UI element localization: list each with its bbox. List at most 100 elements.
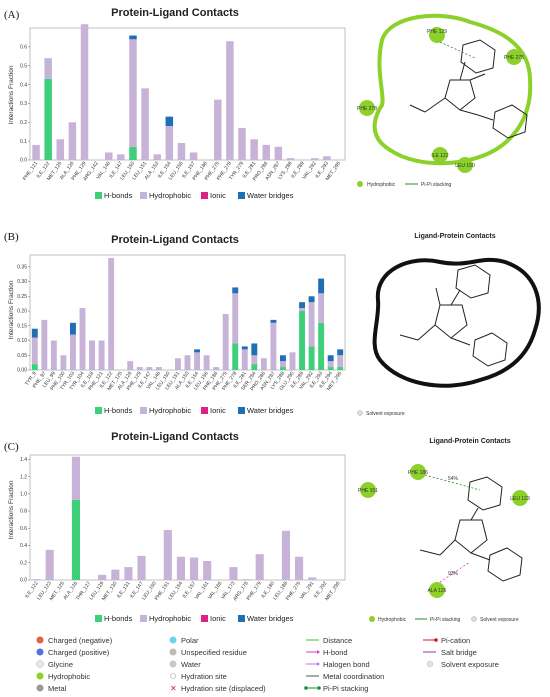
bar-segment (308, 577, 317, 580)
chart-a-title: Protein-Ligand Contacts (111, 7, 239, 19)
metal-icon (36, 684, 44, 692)
hydrophobic-icon (36, 672, 44, 680)
y-tick-label: 1.4 (20, 457, 27, 463)
bar-segment (56, 139, 65, 160)
bar-segment (279, 361, 286, 368)
legend-label: H-bonds (104, 614, 133, 623)
legend-swatch (95, 407, 102, 414)
residue-label: LEU 123 (510, 496, 530, 502)
interaction-diagram-a: PHE 129 PHE 275 PHE 278 ILE 122 LEU 150 … (357, 13, 533, 188)
bar-segment (203, 561, 212, 580)
bar-segment (194, 352, 201, 370)
pi-stacking-line (424, 474, 481, 491)
key-text: Metal (48, 684, 67, 693)
legend-text: Hydrophobic (378, 617, 407, 623)
y-tick-label: 0.6 (20, 526, 27, 532)
y-tick-label: 0.05 (17, 353, 27, 359)
chart-b-plot: 0.000.050.100.150.200.250.300.35TYR_8PHE… (17, 254, 346, 392)
bar-segment (270, 322, 277, 370)
bar-segment (214, 99, 222, 160)
bar-segment (155, 367, 162, 370)
bar-segment (251, 343, 258, 356)
legend-solvent-icon (471, 616, 477, 622)
bar-segment (189, 152, 198, 160)
bar-segment (45, 549, 54, 580)
bar-segment (238, 127, 246, 160)
key-text: Unspecified residue (181, 648, 247, 657)
legend-label: H-bonds (104, 406, 133, 415)
legend-swatch (238, 407, 245, 414)
bar-segment (241, 346, 248, 350)
key-text: Charged (negative) (48, 636, 113, 645)
bar-segment (68, 122, 77, 160)
chart-c-ylabel: Interactions Fraction (8, 480, 15, 539)
y-tick-label: 0.25 (17, 294, 27, 300)
bar-segment (318, 278, 325, 294)
bar-segment (111, 569, 120, 580)
bar-segment (262, 144, 271, 160)
solvent-exposure-icon (426, 660, 434, 668)
ligand-structure (399, 264, 508, 367)
bar-segment (165, 116, 174, 127)
legend-text: Pi-Pi stacking (430, 617, 461, 623)
y-tick-label: 0.5 (20, 63, 27, 69)
diagram-b-title: Ligand-Protein Contacts (414, 233, 495, 240)
bar-segment (127, 361, 134, 370)
legend-label: Hydrophobic (149, 406, 191, 415)
bar-segment (174, 358, 181, 370)
legend-text: Pi-Pi stacking (421, 182, 452, 188)
y-tick-label: 0.1 (20, 139, 27, 145)
bar-segment (281, 530, 291, 580)
bar-segment (241, 349, 248, 370)
bar-segment (146, 367, 153, 370)
solvent-contour (372, 257, 541, 388)
residue-node (360, 482, 376, 498)
bar-segment (279, 355, 286, 362)
legend-swatch (140, 615, 147, 622)
pi-pi-dot-icon (317, 686, 321, 690)
bar-segment (71, 456, 81, 500)
bar-segment (318, 293, 325, 323)
legend-label: Ionic (210, 406, 226, 415)
legend-swatch (238, 192, 245, 199)
chart-a-plot: 0.00.10.20.30.40.50.6PHE_121ILE_122MET_1… (20, 24, 346, 182)
bar-segment (299, 311, 306, 370)
bar-segment (213, 367, 220, 370)
bar-segment (32, 579, 41, 580)
plot-frame (29, 254, 346, 371)
bar-segment (274, 146, 283, 160)
y-tick-label: 1.2 (20, 474, 27, 480)
interaction-percent: 54% (448, 476, 459, 482)
bar-segment (31, 364, 38, 370)
bar-segment (31, 337, 38, 365)
residue-node (506, 49, 522, 65)
legend-hydrophobic-icon (357, 181, 363, 187)
bar-segment (129, 35, 137, 40)
ligand-structure (409, 39, 528, 139)
y-tick-label: 0.4 (20, 543, 27, 549)
pi-cation-dot-icon (434, 638, 438, 642)
bar-segment (222, 313, 229, 370)
bar-segment (299, 308, 306, 312)
bar-segment (279, 367, 286, 370)
y-tick-label: 1.0 (20, 491, 27, 497)
legend-swatch (140, 192, 147, 199)
chart-b-ylabel: Interactions Fraction (8, 280, 15, 339)
bar-segment (289, 352, 296, 370)
water-icon (169, 660, 177, 668)
y-tick-label: 0.2 (20, 560, 27, 566)
key-text: Pi-Pi stacking (323, 684, 368, 693)
pi-pi-dot-icon (304, 686, 308, 690)
legend-text: Hydrophobic (367, 182, 396, 188)
bar-segment (232, 287, 239, 294)
bar-segment (337, 349, 344, 356)
key-text: Solvent exposure (441, 660, 499, 669)
interaction-diagram-b: Ligand-Protein Contacts Solvent exposure (357, 233, 541, 417)
bar-segment (308, 346, 315, 370)
residue-node (429, 27, 445, 43)
y-tick-label: 0.4 (20, 82, 27, 88)
bar-segment (299, 302, 306, 309)
key-text: Hydration site (displaced) (181, 684, 266, 693)
chart-a: Protein-Ligand Contacts Interactions Fra… (8, 7, 346, 200)
